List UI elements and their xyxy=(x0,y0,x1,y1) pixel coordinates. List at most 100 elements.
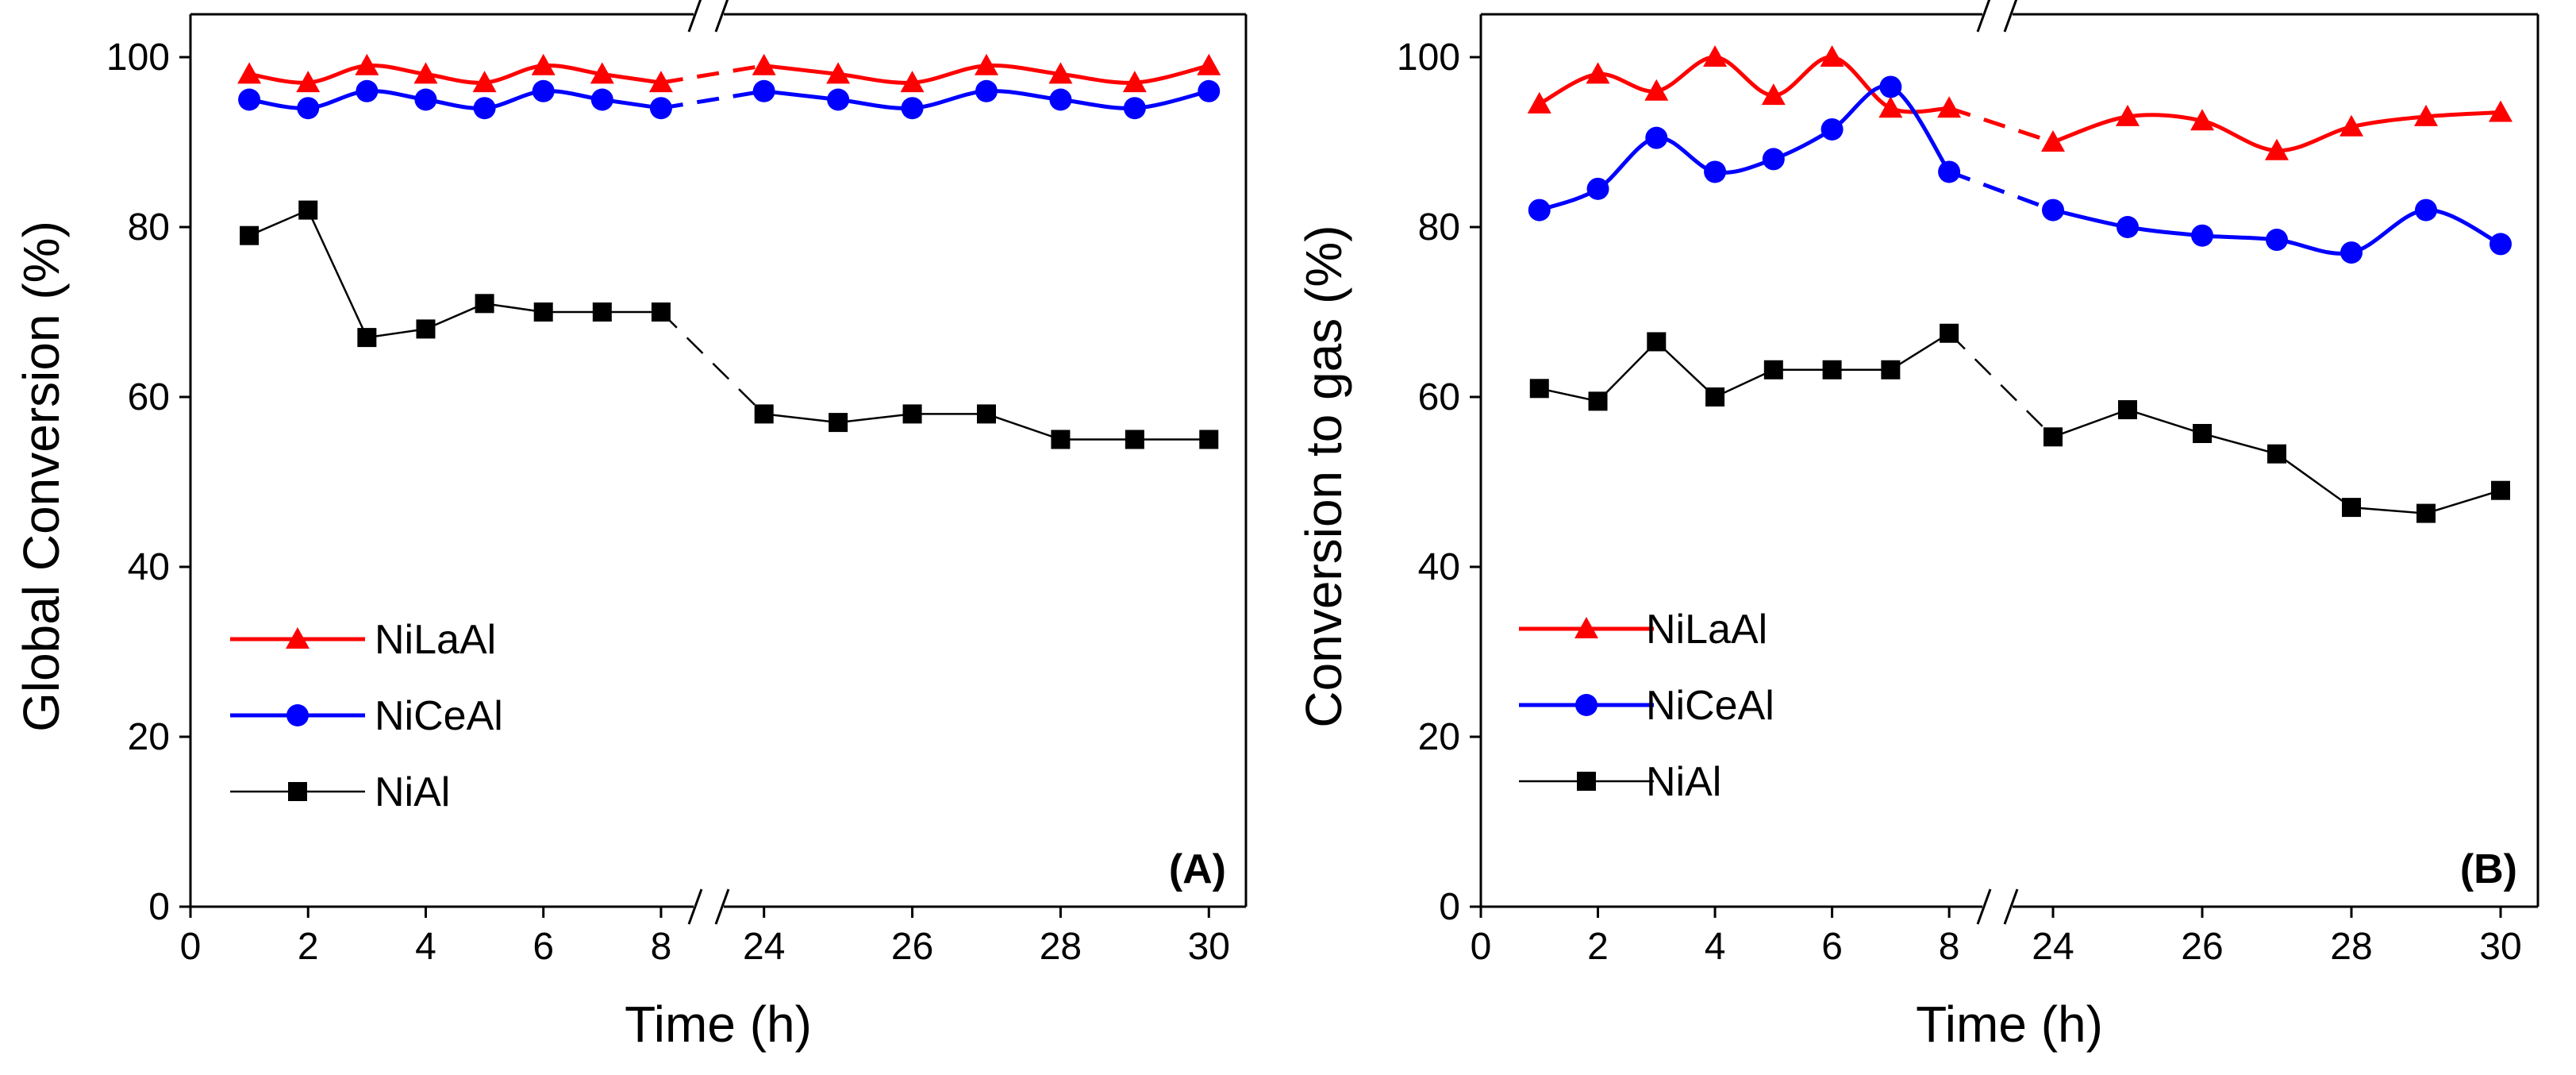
data-point xyxy=(297,97,320,120)
data-point xyxy=(1704,160,1727,183)
legend-label: NiAl xyxy=(375,769,450,815)
data-point xyxy=(901,97,924,120)
data-point xyxy=(2193,424,2212,444)
data-point xyxy=(1940,323,1959,343)
data-point xyxy=(1586,62,1610,84)
data-point xyxy=(531,53,556,75)
data-point xyxy=(2267,444,2286,464)
data-point xyxy=(1049,88,1072,111)
data-point xyxy=(298,200,318,220)
axis-break-slash xyxy=(714,888,730,925)
data-point xyxy=(1529,379,1549,399)
axis-break-slash xyxy=(2003,888,2019,925)
legend-marker xyxy=(1577,772,1596,791)
series-break-connector xyxy=(660,89,765,110)
x-tick-label: 24 xyxy=(2032,926,2074,968)
legend-marker xyxy=(286,704,309,726)
legend-item-nilaal: NiLaAl xyxy=(1519,607,1767,653)
data-point xyxy=(472,71,497,93)
y-tick-label: 80 xyxy=(1418,206,1460,249)
data-point xyxy=(2266,229,2288,252)
y-tick-label: 20 xyxy=(128,716,170,758)
data-point xyxy=(1938,160,1961,183)
x-tick-label: 4 xyxy=(1705,926,1726,968)
data-point xyxy=(1763,360,1783,380)
x-tick-label: 6 xyxy=(533,926,554,968)
x-tick-label: 24 xyxy=(743,926,785,968)
axis-break-slash xyxy=(687,888,703,925)
x-tick-label: 2 xyxy=(1587,926,1609,968)
x-tick-label: 2 xyxy=(298,926,319,968)
data-point xyxy=(826,62,851,84)
x-tick-label: 26 xyxy=(2181,926,2223,968)
data-point xyxy=(1644,79,1669,101)
legend-item-niceal: NiCeAl xyxy=(230,693,503,739)
data-point xyxy=(2416,503,2436,523)
data-point xyxy=(1647,332,1667,352)
data-point xyxy=(357,328,377,348)
series-nial xyxy=(1529,323,2510,523)
x-tick-label: 28 xyxy=(1040,926,1082,968)
data-point xyxy=(902,404,922,424)
axis-break-slash xyxy=(1976,888,1992,925)
data-point xyxy=(590,62,614,84)
y-tick-label: 80 xyxy=(128,206,170,249)
data-point xyxy=(1878,96,1903,118)
data-point xyxy=(1586,177,1609,200)
series-break-connector xyxy=(1948,106,2054,144)
series-line xyxy=(1538,55,1950,114)
data-point xyxy=(829,413,848,433)
data-point xyxy=(900,71,925,93)
data-point xyxy=(1761,83,1786,106)
data-point xyxy=(1881,360,1901,380)
data-point xyxy=(2342,498,2361,518)
legend-label: NiAl xyxy=(1646,759,1721,805)
series-nilaal xyxy=(237,53,1221,93)
data-point xyxy=(1527,91,1551,114)
series-line xyxy=(1539,332,1950,403)
data-point xyxy=(416,319,436,339)
data-point xyxy=(473,97,496,120)
x-tick-label: 30 xyxy=(2479,926,2521,968)
data-point xyxy=(1879,75,1902,98)
x-tick-label: 6 xyxy=(1821,926,1843,968)
legend-item-nial: NiAl xyxy=(230,769,450,815)
data-point xyxy=(2489,100,2513,122)
y-axis-title: Global Conversion (%) xyxy=(13,221,70,732)
panel-label: (B) xyxy=(2460,846,2517,892)
series-line xyxy=(248,208,661,339)
data-point xyxy=(651,302,671,322)
series-niceal xyxy=(238,79,1221,120)
x-tick-label: 0 xyxy=(180,926,202,968)
x-tick-label: 8 xyxy=(651,926,672,968)
data-point xyxy=(1820,45,1844,67)
data-point xyxy=(1123,97,1146,120)
y-tick-label: 0 xyxy=(1439,886,1460,928)
data-point xyxy=(356,79,379,102)
data-point xyxy=(975,79,998,102)
series-break-connector xyxy=(660,311,765,415)
y-tick-label: 60 xyxy=(1418,376,1460,418)
data-point xyxy=(1198,79,1221,102)
y-tick-label: 100 xyxy=(1397,37,1460,79)
data-point xyxy=(2116,104,2140,126)
data-point xyxy=(414,88,437,111)
y-axis-title: Conversion to gas (%) xyxy=(1295,225,1352,727)
data-point xyxy=(648,71,673,93)
data-point xyxy=(2414,104,2438,126)
data-point xyxy=(2340,241,2363,264)
data-point xyxy=(975,53,998,75)
data-point xyxy=(1122,71,1147,93)
x-axis-title: Time (h) xyxy=(625,996,812,1053)
series-nilaal xyxy=(1527,45,2513,160)
legend-label: NiCeAl xyxy=(375,693,503,739)
legend-item-nial: NiAl xyxy=(1519,759,1721,805)
data-point xyxy=(752,53,776,75)
x-tick-label: 0 xyxy=(1471,926,1492,968)
x-tick-label: 8 xyxy=(1939,926,1960,968)
axis-break-slash xyxy=(714,0,729,33)
data-point xyxy=(2489,233,2512,256)
data-point xyxy=(355,53,379,75)
y-tick-label: 40 xyxy=(1418,546,1460,588)
